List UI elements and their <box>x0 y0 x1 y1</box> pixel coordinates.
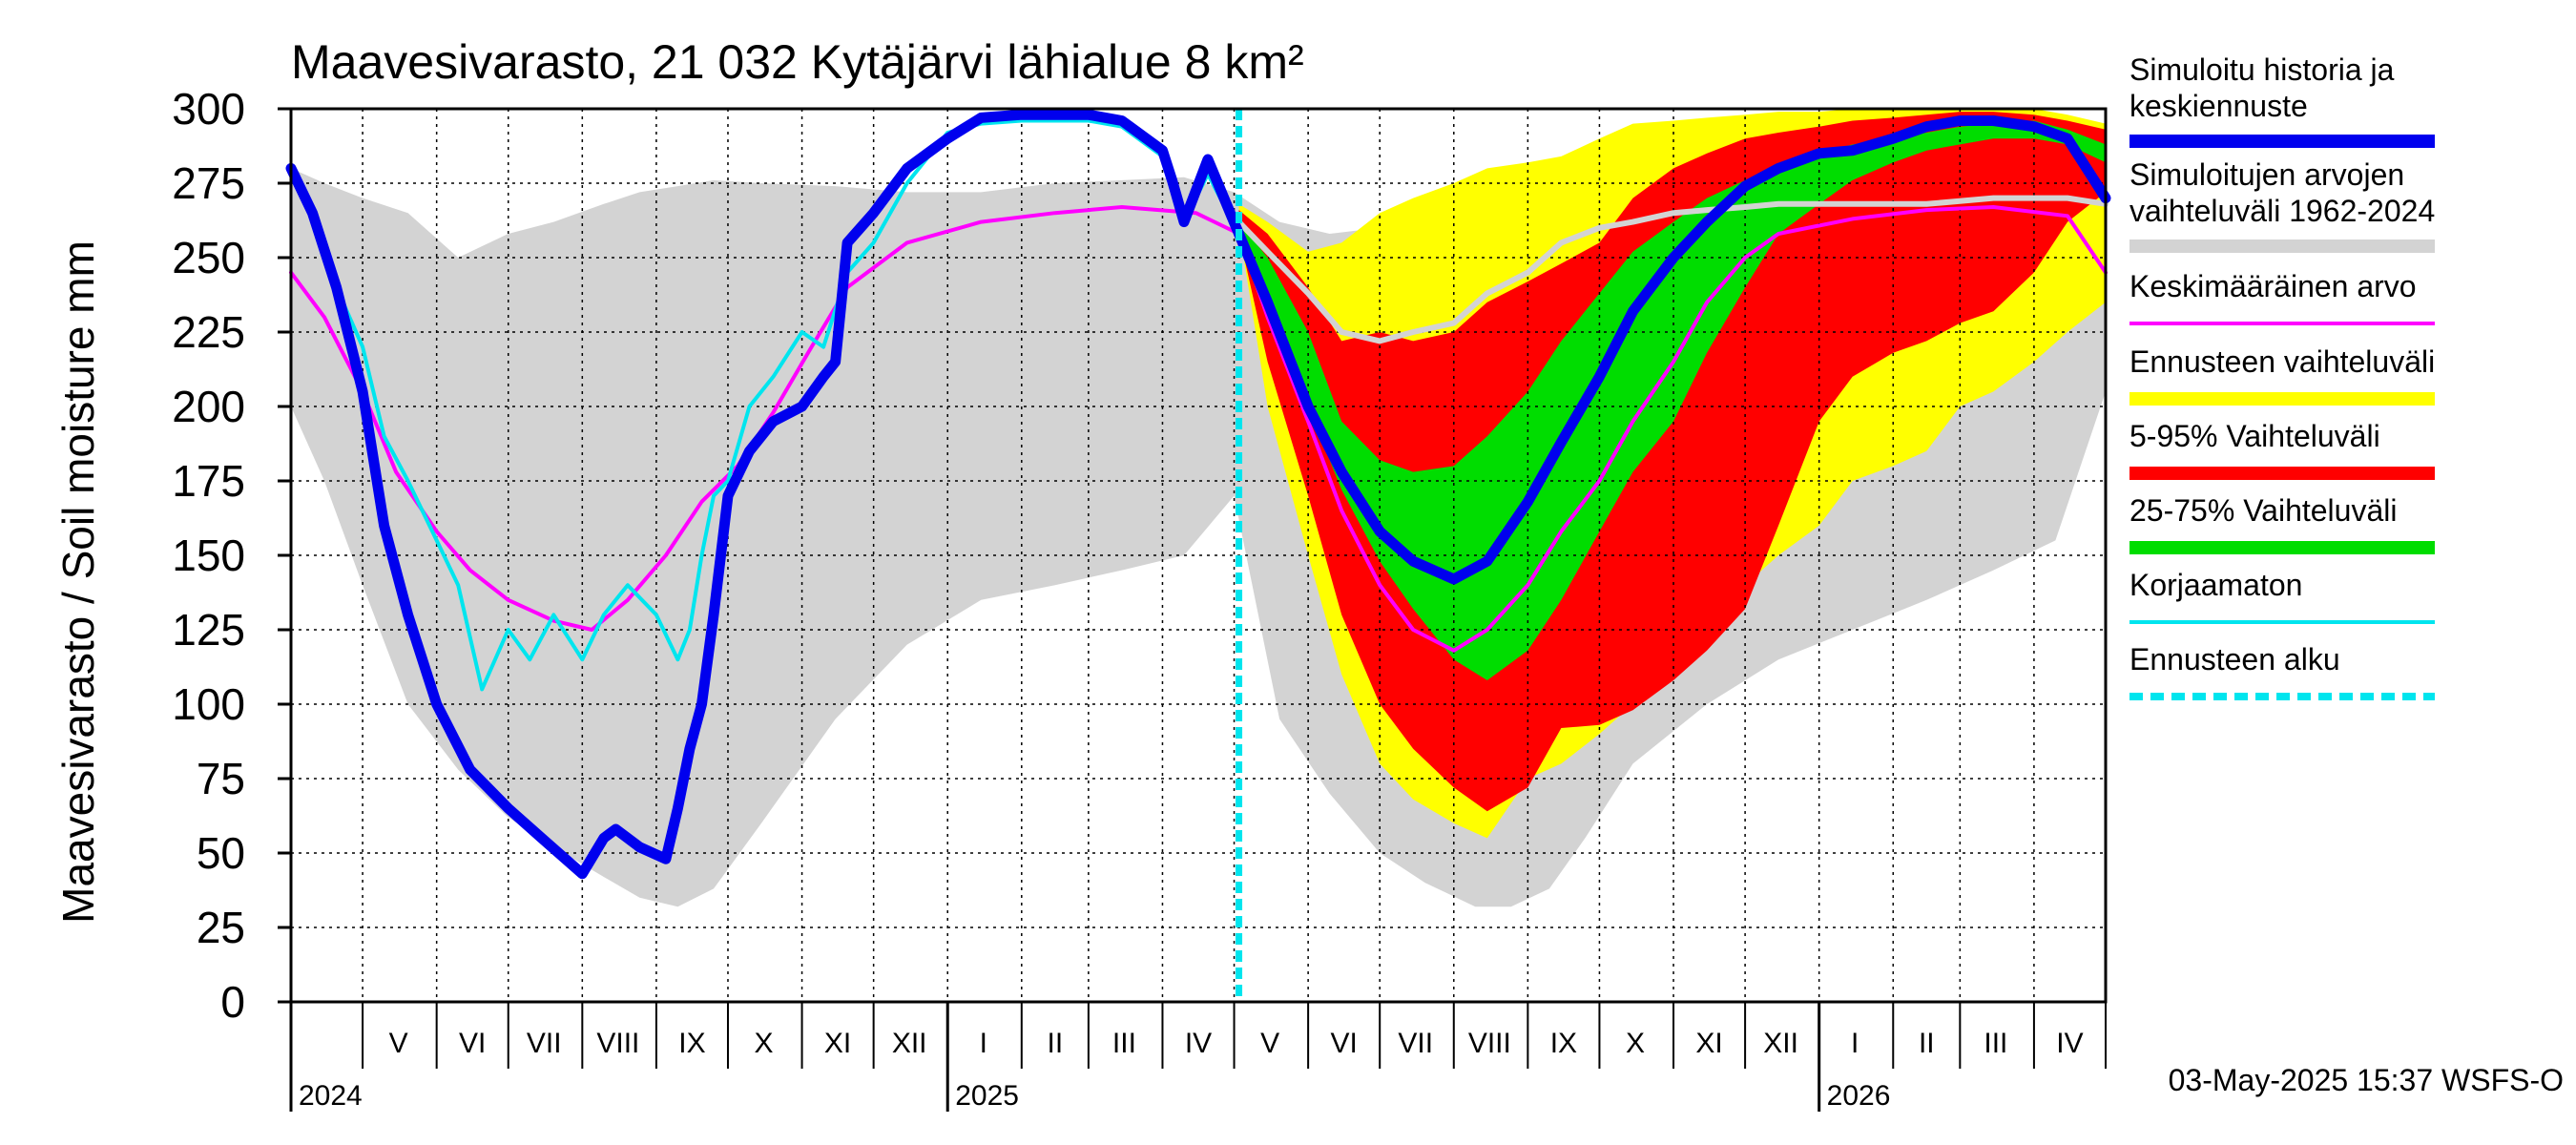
y-tick-label: 200 <box>172 382 245 431</box>
legend-label-line: Simuloitu historia ja <box>2129 52 2395 87</box>
legend: Simuloitu historia ja keskiennusteSimuloi… <box>2129 52 2435 700</box>
chart-title: Maavesivarasto, 21 032 Kytäjärvi lähialu… <box>291 35 1304 89</box>
x-month-label: I <box>980 1028 987 1059</box>
series-line-keskimaarainen-arvo <box>289 205 2108 653</box>
legend-label-simuloitu-historia-ja-keskiennuste: Simuloitu historia ja keskiennuste <box>2129 52 2395 123</box>
y-tick-label: 300 <box>172 84 245 134</box>
x-month-label: IX <box>678 1028 705 1059</box>
legend-label-25-75-vaihteluvali: 25-75% Vaihteluväli <box>2129 493 2397 528</box>
legend-label-line: Keskimääräinen arvo <box>2129 269 2417 303</box>
series-line-korjaamaton <box>289 118 1241 692</box>
x-month-label: XII <box>1763 1028 1798 1059</box>
x-month-label: VI <box>459 1028 486 1059</box>
y-axis: 0 25 50 75 100 125 150 175 200 225 250 275 300 <box>172 84 291 1027</box>
series-line-simuloitu-historia-ja-keskiennuste <box>285 109 2111 880</box>
y-tick-label: 225 <box>172 307 245 357</box>
x-month-label: IV <box>1185 1028 1212 1059</box>
x-month-label: VI <box>1330 1028 1357 1059</box>
x-month-label: IX <box>1550 1028 1577 1059</box>
footer-timestamp: 03-May-2025 15:37 WSFS-O <box>2169 1063 2564 1097</box>
x-month-label: VIII <box>1468 1028 1511 1059</box>
plot-area <box>285 107 2111 1004</box>
x-month-label: VII <box>527 1028 562 1059</box>
range-bands <box>291 109 2106 907</box>
y-tick-label: 175 <box>172 456 245 506</box>
y-tick-label: 100 <box>172 679 245 729</box>
y-tick-label: 125 <box>172 605 245 655</box>
legend-label-line: vaihteluväli 1962-2024 <box>2129 194 2435 228</box>
legend-label-line: Ennusteen vaihteluväli <box>2129 344 2435 379</box>
y-tick-label: 250 <box>172 233 245 282</box>
x-month-label: II <box>1048 1028 1064 1059</box>
legend-label-line: 5-95% Vaihteluväli <box>2129 419 2380 453</box>
y-tick-label: 275 <box>172 158 245 208</box>
x-month-label: III <box>1112 1028 1136 1059</box>
x-month-label: X <box>1626 1028 1645 1059</box>
x-month-label: I <box>1851 1028 1859 1059</box>
x-axis: V VI VII VIII IX X XI XII I II III IV V VI VII VIII IX X X… <box>289 1002 2107 1112</box>
x-year-label: 2025 <box>955 1080 1019 1112</box>
legend-label-keskimaarainen-arvo: Keskimääräinen arvo <box>2129 269 2417 303</box>
y-axis-label: Maavesivarasto / Soil moisture mm <box>53 240 103 924</box>
y-tick-label: 25 <box>197 903 245 952</box>
legend-label-line: keskiennuste <box>2129 89 2308 123</box>
x-year-label: 2026 <box>1827 1080 1891 1112</box>
x-month-label: XI <box>1695 1028 1722 1059</box>
legend-label-ennusteen-vaihteluvali: Ennusteen vaihteluväli <box>2129 344 2435 379</box>
x-month-label: V <box>1260 1028 1279 1059</box>
x-month-label: VIII <box>596 1028 639 1059</box>
band-25-75-vaihteluvali <box>1238 120 2106 680</box>
legend-label-5-95-vaihteluvali: 5-95% Vaihteluväli <box>2129 419 2380 453</box>
legend-label-simuloitujen-arvojen-vaihteluvali-1962-2024: Simuloitujen arvojen vaihteluväli 1962-20… <box>2129 157 2435 228</box>
x-month-label: VII <box>1398 1028 1433 1059</box>
x-year-label: 2024 <box>299 1080 363 1112</box>
x-month-label: V <box>389 1028 408 1059</box>
y-tick-label: 150 <box>172 531 245 580</box>
legend-label-line: Korjaamaton <box>2129 568 2302 602</box>
x-month-label: IV <box>2056 1028 2083 1059</box>
y-tick-label: 50 <box>197 828 245 878</box>
series-line-simuloitujen-arvojen-mediaani <box>1236 195 2109 344</box>
legend-label-line: 25-75% Vaihteluväli <box>2129 493 2397 528</box>
y-tick-label: 0 <box>220 977 245 1027</box>
x-month-label: XII <box>892 1028 927 1059</box>
y-tick-label: 75 <box>197 754 245 803</box>
x-month-label: III <box>1984 1028 2007 1059</box>
legend-label-ennusteen-alku: Ennusteen alku <box>2129 642 2340 677</box>
legend-label-line: Simuloitujen arvojen <box>2129 157 2404 192</box>
x-month-label: II <box>1919 1028 1935 1059</box>
x-month-label: X <box>755 1028 774 1059</box>
x-month-label: XI <box>824 1028 851 1059</box>
legend-label-line: Ennusteen alku <box>2129 642 2340 677</box>
series-lines <box>285 109 2111 880</box>
legend-label-korjaamaton: Korjaamaton <box>2129 568 2302 602</box>
